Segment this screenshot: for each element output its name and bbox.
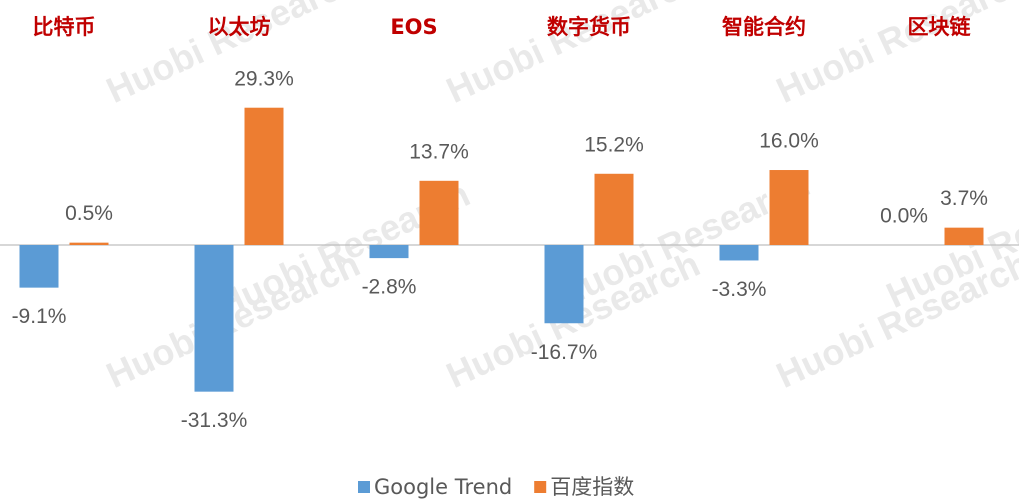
value-label: 0.0%	[880, 205, 928, 228]
value-label: 29.3%	[234, 67, 294, 90]
value-label: -9.1%	[12, 305, 67, 328]
value-label: 15.2%	[584, 133, 644, 156]
legend-swatch	[534, 481, 547, 493]
legend-label: 百度指数	[550, 475, 634, 499]
value-label: 13.7%	[409, 140, 469, 163]
category-label: EOS	[390, 15, 437, 39]
bar	[944, 227, 984, 245]
watermarks: Huobi Research Huobi Research Huobi Resear…	[100, 0, 1019, 396]
bar	[369, 245, 409, 259]
bar	[594, 173, 634, 245]
category-label: 以太坊	[208, 15, 271, 39]
watermark: Huobi Research	[770, 0, 1019, 111]
category-label: 比特币	[33, 15, 96, 39]
bar	[769, 170, 809, 245]
value-label: -16.7%	[531, 341, 598, 364]
category-label: 区块链	[908, 15, 972, 39]
category-label: 数字货币	[547, 15, 631, 39]
bar	[19, 245, 59, 288]
bar	[419, 180, 459, 245]
value-label: -3.3%	[712, 278, 767, 301]
value-label: 16.0%	[759, 130, 819, 153]
value-label: 3.7%	[940, 187, 988, 210]
value-label: -2.8%	[362, 276, 417, 299]
watermark: Huobi Research	[770, 243, 1019, 396]
legend-label: Google Trend	[374, 475, 512, 499]
legend-swatch	[358, 481, 370, 493]
value-label: 0.5%	[65, 202, 113, 225]
bar	[544, 245, 584, 324]
bar	[244, 107, 284, 245]
bar	[194, 245, 234, 392]
category-label: 智能合约	[722, 15, 806, 39]
value-label: -31.3%	[181, 409, 248, 432]
bar	[719, 245, 759, 261]
bar	[69, 242, 109, 245]
